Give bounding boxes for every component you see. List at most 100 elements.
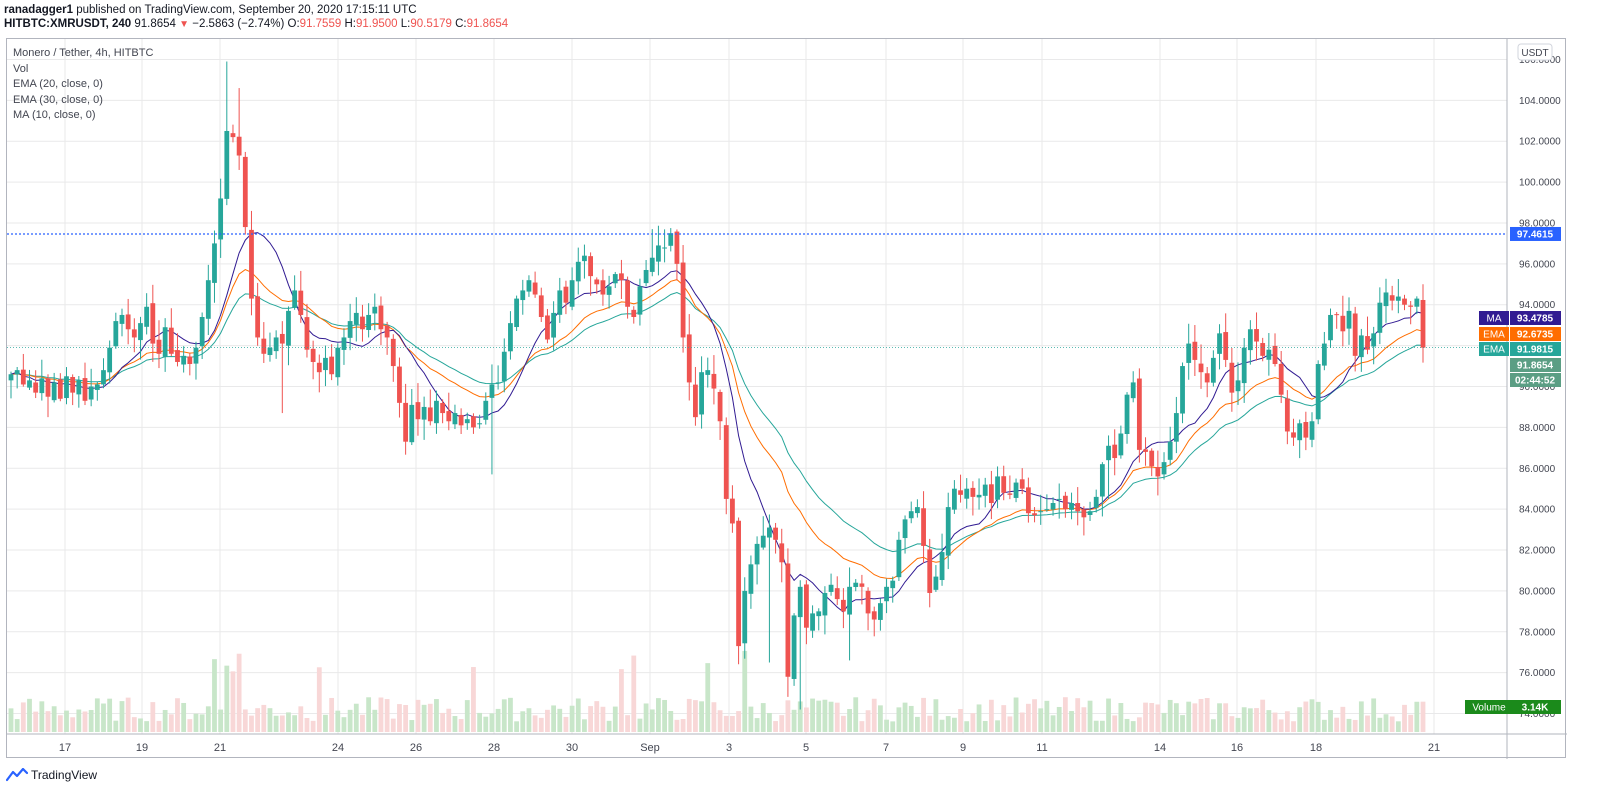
- volume-bar: [150, 702, 156, 732]
- candle-body: [1334, 314, 1340, 316]
- volume-bar: [760, 703, 766, 732]
- candle-body: [341, 337, 347, 350]
- legend-ma10[interactable]: MA (10, close, 0): [13, 109, 96, 121]
- x-tick-label: 17: [59, 742, 71, 754]
- candle-body: [131, 329, 137, 338]
- candle-body: [514, 298, 520, 328]
- volume-bar: [501, 699, 507, 732]
- legend-ema20[interactable]: EMA (20, close, 0): [13, 78, 103, 90]
- volume-bar: [1408, 714, 1414, 732]
- candle-body: [279, 333, 285, 344]
- candle-body: [988, 484, 994, 504]
- candle-body: [1389, 295, 1395, 301]
- author-name[interactable]: ranadagger1: [4, 4, 74, 16]
- ema20-line: [10, 269, 1424, 580]
- volume-bar: [1099, 720, 1105, 732]
- volume-bar: [526, 708, 532, 732]
- volume-bar: [495, 708, 501, 732]
- volume-bar: [1155, 704, 1161, 732]
- candle-body: [1032, 513, 1037, 516]
- volume-bar: [532, 715, 538, 732]
- y-tick-label: 76.0000: [1519, 668, 1556, 679]
- low-value: 90.5179: [410, 18, 452, 30]
- candle-body: [945, 507, 951, 556]
- volume-bar: [1038, 708, 1044, 732]
- candle-body: [1217, 333, 1222, 354]
- volume-value-box: [1510, 700, 1561, 714]
- price-chart[interactable]: 106.0000104.0000102.0000100.000098.00009…: [7, 39, 1567, 759]
- candle-body: [107, 347, 113, 373]
- candle-body: [693, 384, 698, 418]
- volume-bar: [1402, 704, 1407, 732]
- candle-body: [970, 487, 976, 497]
- volume-bar: [853, 697, 859, 732]
- x-tick-label: 3: [726, 742, 732, 754]
- volume-bar: [483, 716, 489, 732]
- volume-bar: [1093, 720, 1099, 732]
- legend-ema30[interactable]: EMA (30, close, 0): [13, 93, 103, 106]
- volume-bar: [298, 706, 304, 732]
- candle-body: [88, 386, 94, 400]
- candle-body: [434, 400, 439, 424]
- volume-bar: [70, 717, 76, 732]
- candle-body: [76, 380, 82, 395]
- x-tick-label: 30: [566, 742, 578, 754]
- candle-body: [1395, 296, 1401, 301]
- volume-bar: [680, 718, 686, 732]
- x-tick-label: 7: [883, 742, 889, 754]
- volume-bar: [1303, 701, 1309, 732]
- candle-body: [914, 507, 920, 514]
- ema20-price-value-box: [1510, 327, 1561, 341]
- volume-bar: [397, 704, 402, 732]
- candle-body: [347, 321, 353, 338]
- volume-bar: [1001, 705, 1007, 732]
- volume-bar: [730, 715, 735, 732]
- volume-bar: [619, 669, 624, 732]
- candle-body: [150, 303, 156, 344]
- volume-bar: [1365, 715, 1370, 732]
- volume-bar: [1062, 697, 1068, 732]
- candle-body: [890, 580, 896, 589]
- x-tick-label: 24: [332, 742, 344, 754]
- candle-body: [680, 262, 686, 338]
- candle-body: [230, 133, 236, 138]
- candle-body: [495, 382, 501, 384]
- candle-body: [1229, 362, 1235, 393]
- volume-bar: [489, 713, 495, 732]
- candle-body: [532, 282, 538, 295]
- candle-body: [995, 476, 1000, 500]
- tradingview-logo-icon: [6, 768, 28, 782]
- footer-branding[interactable]: TradingView: [6, 766, 97, 784]
- candle-body: [162, 327, 168, 357]
- candle-body: [483, 400, 489, 420]
- candle-body: [1007, 493, 1013, 495]
- candle-body: [1266, 349, 1272, 360]
- candle-body: [1050, 503, 1056, 510]
- volume-bar: [1383, 714, 1389, 732]
- candle-body: [1087, 511, 1093, 515]
- volume-bar: [8, 708, 14, 732]
- legend-volume[interactable]: Vol: [13, 62, 29, 75]
- candle-body: [421, 406, 427, 420]
- ema20-price-value: 92.6735: [1517, 330, 1554, 341]
- volume-bar: [816, 700, 822, 732]
- candle-body: [699, 372, 704, 415]
- candle-body: [656, 245, 661, 262]
- candle-body: [631, 309, 637, 317]
- candle-body: [360, 316, 365, 330]
- candle-body: [779, 543, 785, 563]
- volume-bar: [446, 708, 452, 732]
- candle-body: [1371, 333, 1377, 347]
- volume-bar: [982, 720, 988, 732]
- currency-badge-box: [1517, 43, 1553, 61]
- candle-body: [1346, 310, 1352, 329]
- candle-body: [218, 198, 224, 240]
- volume-bar: [508, 697, 513, 732]
- chart-frame[interactable]: 106.0000104.0000102.0000100.000098.00009…: [6, 38, 1567, 759]
- ma-price-value-box: [1510, 311, 1561, 325]
- volume-bar: [847, 709, 852, 732]
- volume-bar: [88, 709, 94, 732]
- candle-body: [797, 586, 803, 618]
- candle-body: [1204, 373, 1210, 383]
- candle-body: [594, 279, 600, 285]
